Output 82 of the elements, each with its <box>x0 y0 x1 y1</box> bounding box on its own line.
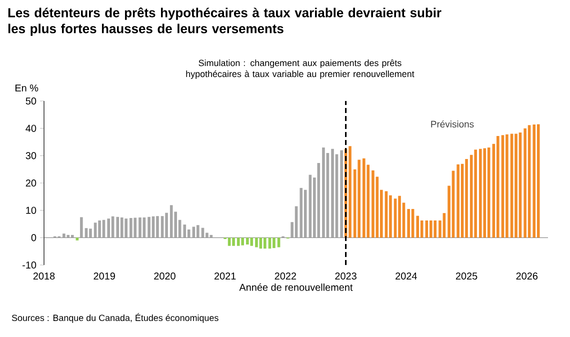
bar <box>192 226 196 238</box>
y-tick-label: 10 <box>26 206 36 214</box>
bar <box>474 150 477 238</box>
x-tick-label: 2023 <box>335 272 356 280</box>
y-tick-label: 50 <box>26 97 36 105</box>
bar <box>416 216 420 238</box>
bar <box>62 234 66 238</box>
bar <box>362 158 366 238</box>
x-tick-label: 2024 <box>396 272 417 280</box>
bar <box>196 225 200 238</box>
bar <box>165 212 168 238</box>
bar <box>170 205 173 238</box>
bar <box>358 160 360 238</box>
bar <box>148 216 150 238</box>
bar <box>134 218 137 238</box>
y-tick-label: 40 <box>26 124 36 132</box>
bar <box>340 150 343 238</box>
bar <box>246 238 249 245</box>
bar <box>331 148 334 238</box>
bar <box>456 164 460 238</box>
bar <box>322 147 325 238</box>
x-tick-label: 2021 <box>214 272 236 280</box>
bar <box>304 190 307 238</box>
x-axis-title: Année de renouvellement <box>239 283 353 291</box>
chart-subtitle: Simulation : changement aux paiements des prêts hypothécaires à taux variable au premier renouvellement <box>186 60 414 79</box>
bar <box>465 158 468 238</box>
bar <box>138 217 142 238</box>
bar <box>524 128 526 238</box>
bar <box>259 238 262 249</box>
bar <box>124 218 128 238</box>
x-tick-label: 2018 <box>33 272 55 280</box>
bar <box>80 217 83 238</box>
bar <box>70 234 74 238</box>
bar <box>532 124 536 238</box>
bar <box>317 163 320 238</box>
bar <box>107 218 110 238</box>
source-note: Sources : Banque du Canada, Études économiques <box>12 313 218 323</box>
x-tick-label: 2025 <box>456 272 478 280</box>
bar <box>66 234 70 238</box>
bar <box>156 216 159 238</box>
bar <box>89 228 92 238</box>
bar <box>407 208 410 238</box>
x-tick-label: 2026 <box>516 272 538 280</box>
y-tick-label: 20 <box>26 179 36 187</box>
bar <box>232 238 235 246</box>
bar <box>76 238 79 240</box>
bar <box>116 216 120 238</box>
y-tick-label: 0 <box>31 234 36 242</box>
y-tick-label: 30 <box>26 152 36 160</box>
bar <box>483 148 486 238</box>
x-tick-label: 2019 <box>94 272 115 280</box>
bar <box>264 238 266 249</box>
bar <box>130 218 132 238</box>
bar <box>434 220 437 238</box>
bar <box>496 136 500 238</box>
bar <box>372 170 374 238</box>
y-tick-label: -10 <box>22 261 36 269</box>
x-tick-label: 2020 <box>154 272 176 280</box>
bar <box>487 147 490 238</box>
x-tick-label: 2022 <box>274 272 296 280</box>
bar <box>98 220 101 238</box>
bar <box>479 148 482 238</box>
chart-title: Les détenteurs de prêts hypothécaires à taux variable devraient subir les plus fortes hausses de leurs versements <box>8 8 442 36</box>
bar <box>250 238 254 246</box>
bar <box>241 238 244 246</box>
bar <box>228 238 231 246</box>
bar <box>120 217 124 238</box>
bar <box>514 134 518 238</box>
bar <box>272 238 276 248</box>
bar <box>506 134 508 238</box>
bar <box>430 220 432 238</box>
annotation: Prévisions <box>431 120 474 128</box>
bar <box>255 238 258 248</box>
bar <box>236 238 240 246</box>
bar <box>268 238 272 249</box>
bar <box>389 195 392 238</box>
bar <box>300 188 303 238</box>
bar <box>398 196 401 238</box>
y-axis-title: En % <box>15 84 38 92</box>
bar <box>348 146 352 238</box>
bar <box>420 220 424 238</box>
bar <box>183 224 186 238</box>
